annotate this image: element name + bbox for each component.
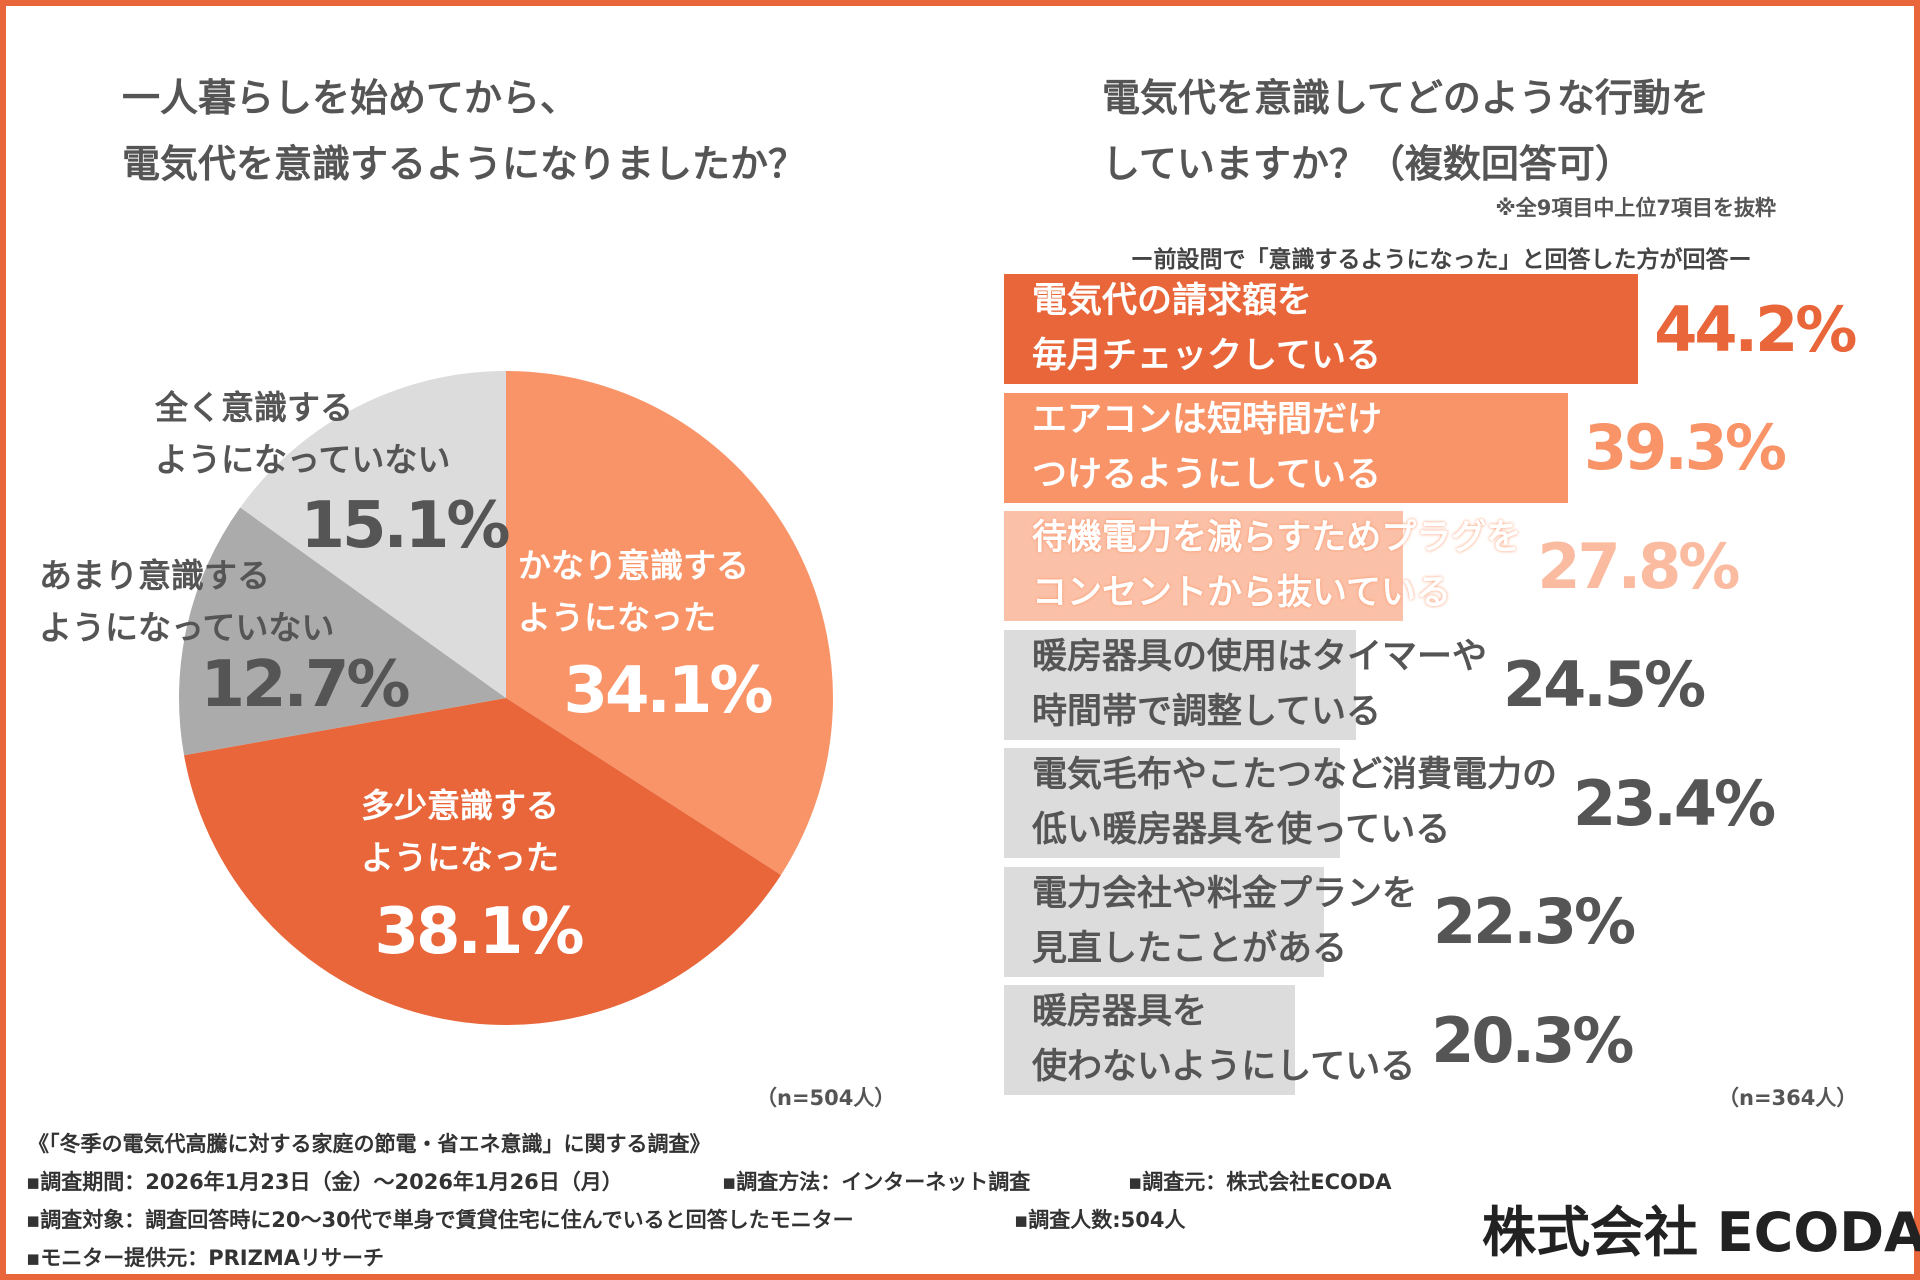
- pie-slice-label: 多少意識する ようになった: [361, 786, 559, 877]
- company-logo: 株式会社 ECODA: [1482, 1201, 1920, 1264]
- bar-value-label: 23.4%: [1573, 766, 1776, 840]
- bar-value-label: 27.8%: [1537, 529, 1740, 603]
- bar-label: 電気代の請求額を 毎月チェックしている: [1032, 281, 1381, 376]
- bar-label: 暖房器具を 使わないようにしている: [1032, 992, 1416, 1087]
- left-title-line: 電気代を意識するようになりましたか？: [122, 142, 807, 186]
- bar-label: 暖房器具の使用はタイマーや 時間帯で調整している: [1032, 636, 1488, 732]
- right-title-line: 電気代を意識してどのような行動を: [1102, 76, 1709, 120]
- pie-value-label: 38.1%: [374, 895, 584, 969]
- footer-item: ▪調査期間：2026年1月23日（金）～2026年1月26日（月）: [26, 1170, 623, 1194]
- bar-label: 電気毛布やこたつなど消費電力の 低い暖房器具を使っている: [1032, 755, 1558, 850]
- bar-value-label: 20.3%: [1431, 1003, 1634, 1077]
- right-title: 電気代を意識してどのような行動を していますか？（複数回答可）: [1102, 65, 1709, 197]
- bar-row: 待機電力を減らすためプラグを コンセントから抜いている 27.8%: [1004, 511, 1740, 621]
- left-title: 一人暮らしを始めてから、 電気代を意識するようになりましたか？: [122, 65, 806, 197]
- bar-row: 暖房器具を 使わないようにしている 20.3%: [1004, 985, 1634, 1095]
- pie-slice-label: あまり意識する ようになっていない: [39, 556, 335, 647]
- bar-subtitle: ー前設問で「意識するようになった」と回答した方が回答ー: [1130, 247, 1752, 273]
- bar-value-label: 24.5%: [1503, 648, 1706, 721]
- pie-slice-label: かなり意識する ようになった: [518, 546, 749, 637]
- bar-label: エアコンは短時間だけ つけるようにしている: [1032, 399, 1383, 495]
- bar: [1004, 511, 1403, 621]
- bar-row: 電気毛布やこたつなど消費電力の 低い暖房器具を使っている 23.4%: [1004, 748, 1776, 858]
- pie-slice: [506, 371, 834, 875]
- footer-item: ▪調査方法：インターネット調査: [722, 1170, 1031, 1194]
- footer-item: ▪調査人数:504人: [1014, 1208, 1186, 1232]
- bar-row: 電力会社や料金プランを 見直したことがある 22.3%: [1004, 866, 1636, 977]
- bar: [1004, 748, 1340, 858]
- survey-title: 《「冬季の電気代高騰に対する家庭の節電・省エネ意識」に関する調査》: [28, 1132, 711, 1156]
- left-title-line: 一人暮らしを始めてから、: [122, 76, 579, 120]
- right-n: （n=364人）: [1718, 1086, 1858, 1110]
- bar-value-label: 22.3%: [1433, 885, 1636, 958]
- pie-slice: [179, 507, 506, 756]
- bar-row: 暖房器具の使用はタイマーや 時間帯で調整している 24.5%: [1004, 629, 1706, 740]
- pie-value-label: 34.1%: [563, 654, 773, 728]
- bar-label: 電力会社や料金プランを 見直したことがある: [1032, 873, 1418, 969]
- bar: [1004, 985, 1296, 1095]
- bar: [1004, 274, 1639, 384]
- pie-value-label: 12.7%: [200, 648, 410, 722]
- pie-slice-label: 全く意識する ようになっていない: [155, 388, 451, 479]
- footer-item: ▪調査対象：調査回答時に20～30代で単身で賃貸住宅に住んでいると回答したモニタ…: [26, 1208, 854, 1232]
- bar: [1004, 629, 1356, 740]
- bar-row: 電気代の請求額を 毎月チェックしている 44.2%: [1004, 274, 1857, 384]
- pie-slice: [240, 371, 506, 698]
- bar-row: エアコンは短時間だけ つけるようにしている 39.3%: [1004, 392, 1787, 503]
- note: ※全9項目中上位7項目を抜粋: [1495, 196, 1776, 220]
- pie-value-label: 15.1%: [300, 489, 510, 563]
- bar: [1004, 866, 1324, 977]
- bar-value-label: 39.3%: [1583, 411, 1787, 484]
- footer-item: ▪モニター提供元：PRIZMAリサーチ: [26, 1246, 384, 1270]
- bar: [1004, 392, 1568, 503]
- pie-slice: [184, 698, 781, 1025]
- right-title-line: していますか？（複数回答可）: [1102, 142, 1633, 186]
- left-n: （n=504人）: [756, 1086, 896, 1110]
- pie-chart: [179, 371, 834, 1025]
- bar-value-label: 44.2%: [1654, 292, 1857, 366]
- bar-label: 待機電力を減らすためプラグを コンセントから抜いている: [1032, 518, 1522, 613]
- footer-item: ▪調査元：株式会社ECODA: [1128, 1170, 1392, 1194]
